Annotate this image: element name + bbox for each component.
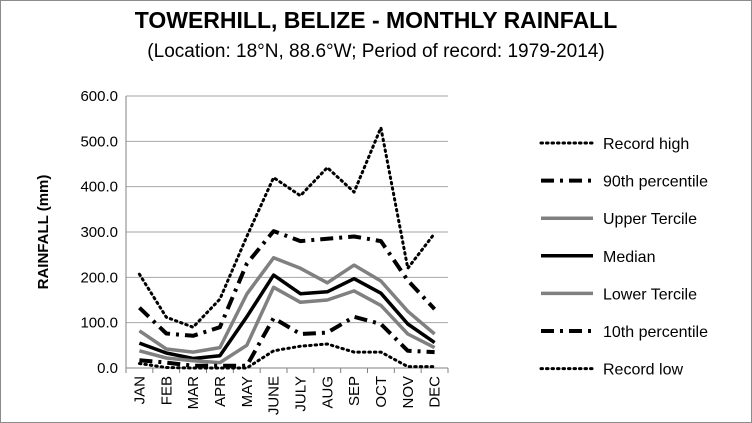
chart-subtitle: (Location: 18°N, 88.6°W; Period of recor…: [147, 41, 605, 62]
x-tick-label: JULY: [292, 376, 309, 412]
x-tick-label: DEC: [427, 376, 444, 408]
y-tick-label: 300.0: [80, 224, 118, 241]
axes: 0.0 100.0 200.0 300.0 400.0 500.0 600.0 JAN FEB M…: [80, 88, 449, 415]
x-tick-label: FEB: [158, 376, 175, 405]
y-tick-label: 0.0: [97, 360, 118, 377]
series-line-record-high: [137, 126, 437, 329]
x-tick-label: JUNE: [266, 376, 283, 415]
legend-label: Record high: [603, 136, 689, 153]
legend-label: Lower Tercile: [603, 286, 697, 303]
legend-label: Median: [603, 249, 655, 266]
x-tick-label: JAN: [131, 376, 148, 404]
chart-title: TOWERHILL, BELIZE - MONTHLY RAINFALL: [134, 7, 618, 33]
x-tick-label: OCT: [373, 376, 390, 408]
series-line-record-low: [137, 342, 437, 370]
x-tick-label: NOV: [400, 376, 417, 409]
y-axis-label: RAINFALL (mm): [35, 175, 52, 290]
y-tick-label: 100.0: [80, 315, 118, 332]
series-line-10th-percentile: [139, 314, 435, 368]
y-tick-label: 200.0: [80, 269, 118, 286]
y-tick-label: 500.0: [80, 133, 118, 150]
x-tick-label: SEP: [346, 376, 363, 406]
series-line-90th-percentile: [138, 229, 437, 338]
gridlines: [126, 95, 448, 324]
series-line-upper-tercile: [138, 256, 436, 354]
legend-label: Record low: [603, 362, 683, 379]
legend-label: Upper Tercile: [603, 211, 697, 228]
legend-label: 90th percentile: [603, 174, 708, 191]
x-tick-label: AUG: [319, 376, 336, 409]
x-tick-label: MAY: [239, 376, 256, 407]
y-tick-label: 400.0: [80, 179, 118, 196]
series-lines: [137, 126, 437, 370]
legend-label: 10th percentile: [603, 324, 708, 341]
series-line-lower-tercile: [138, 285, 436, 365]
x-tick-label: APR: [212, 376, 229, 407]
series-line-median: [138, 273, 436, 361]
legend: Record high 90th percentile Upper Tercile M…: [539, 136, 708, 379]
y-tick-label: 600.0: [80, 88, 118, 105]
x-tick-label: MAR: [185, 376, 202, 410]
